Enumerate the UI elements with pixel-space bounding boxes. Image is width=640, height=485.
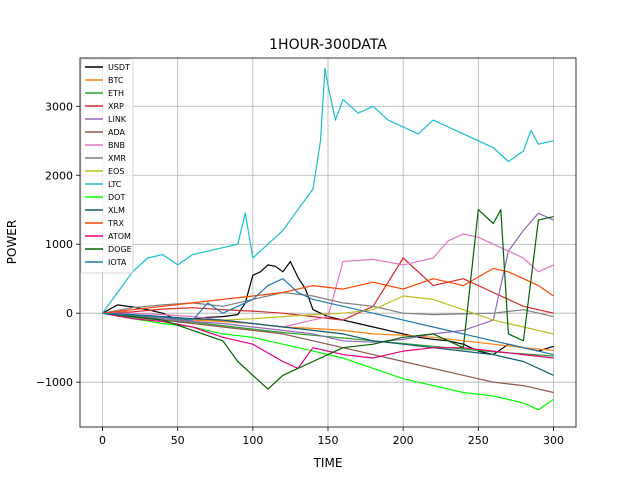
x-tick-label: 200 <box>393 434 414 447</box>
y-axis-ticks: −1000 0 1000 2000 3000 <box>36 100 80 389</box>
legend-label: IOTA <box>108 258 127 267</box>
y-tick-label: −1000 <box>36 376 73 389</box>
x-tick-label: 250 <box>468 434 489 447</box>
x-tick-label: 50 <box>171 434 185 447</box>
x-tick-label: 300 <box>543 434 564 447</box>
legend-label: ADA <box>108 128 125 137</box>
series-line-trx <box>102 267 554 314</box>
series-lines <box>102 67 554 411</box>
legend-label: XMR <box>108 154 126 163</box>
legend-label: USDT <box>108 63 130 72</box>
legend-label: DOGE <box>108 245 132 254</box>
series-line-xlm <box>102 312 554 376</box>
series-line-link <box>102 212 554 343</box>
x-tick-label: 150 <box>318 434 339 447</box>
series-line-iota <box>102 278 554 356</box>
x-axis-ticks: 0 50 100 150 200 250 300 <box>99 427 564 447</box>
series-line-eth <box>102 312 554 357</box>
series-line-ada <box>102 312 554 394</box>
legend-label: BNB <box>108 141 125 150</box>
legend-label: DOT <box>108 193 125 202</box>
y-tick-label: 1000 <box>45 238 73 251</box>
legend-label: EOS <box>108 167 124 176</box>
y-tick-label: 2000 <box>45 169 73 182</box>
series-line-doge <box>102 209 554 390</box>
legend-label: ATOM <box>108 232 131 241</box>
legend-label: XRP <box>108 102 124 111</box>
chart-title: 1HOUR-300DATA <box>269 37 387 53</box>
x-axis-label: TIME <box>313 456 343 470</box>
series-line-ltc <box>102 67 554 314</box>
legend-label: XLM <box>108 206 125 215</box>
legend-label: TRX <box>107 219 124 228</box>
y-tick-label: 3000 <box>45 100 73 113</box>
series-line-atom <box>102 312 554 369</box>
series-line-xmr <box>102 291 554 318</box>
series-line-dot <box>102 312 554 411</box>
x-tick-label: 100 <box>242 434 263 447</box>
legend-box <box>80 58 134 274</box>
legend-label: BTC <box>108 76 124 85</box>
grid <box>80 58 576 427</box>
x-tick-label: 0 <box>99 434 106 447</box>
y-axis-label: POWER <box>5 220 19 264</box>
legend-label: LTC <box>108 180 122 189</box>
legend-label: LINK <box>108 115 127 124</box>
y-tick-label: 0 <box>66 307 73 320</box>
legend: USDT BTC ETH XRP LINK ADA BNB XMR EOS LTC DOT XLM TR… <box>80 58 134 274</box>
legend-label: ETH <box>108 89 124 98</box>
series-line-xrp <box>102 257 554 321</box>
series-line-btc <box>102 312 554 351</box>
